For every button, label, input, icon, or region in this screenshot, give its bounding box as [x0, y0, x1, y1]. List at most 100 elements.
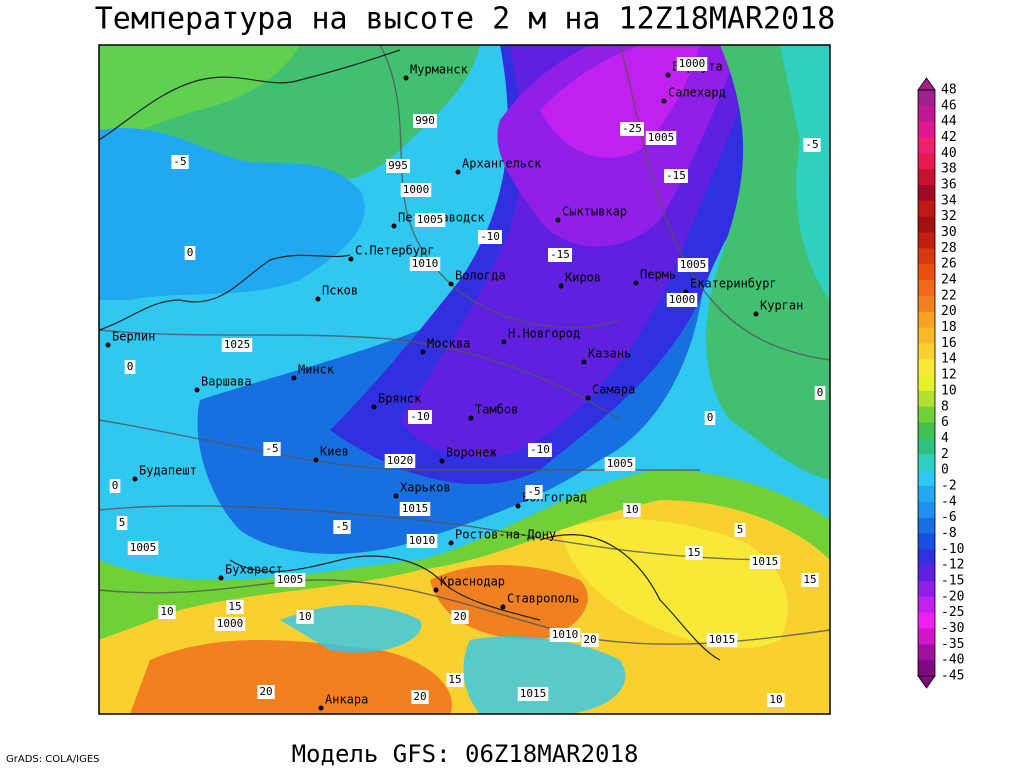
colorbar-swatch — [918, 327, 935, 344]
colorbar-label: -6 — [941, 510, 957, 525]
city-dot — [455, 169, 461, 175]
isobar-label-box — [409, 257, 441, 271]
colorbar-label: -4 — [941, 494, 957, 509]
colorbar-swatch — [918, 517, 935, 534]
city-dot — [433, 587, 439, 593]
city-dot — [318, 705, 324, 711]
city-name: Н.Новгород — [508, 327, 580, 341]
city-dot — [500, 604, 506, 610]
isobar-label: 1010 — [412, 257, 439, 270]
city-name: Курган — [760, 299, 803, 313]
colorbar-swatch — [918, 533, 935, 550]
isotherm-label-box — [734, 523, 746, 537]
isobar-label: 1015 — [520, 687, 547, 700]
city-dot — [439, 458, 445, 464]
city-name: Казань — [588, 347, 631, 361]
isotherm-label-box — [184, 246, 196, 260]
colorbar-label: 34 — [941, 193, 957, 208]
colorbar-label: -40 — [941, 653, 964, 668]
city-dot — [515, 503, 521, 509]
city-dot — [420, 349, 426, 355]
city-name: Тамбов — [475, 403, 518, 417]
isotherm-label: 10 — [160, 605, 173, 618]
colorbar-label: 40 — [941, 146, 957, 161]
isotherm-label: 20 — [583, 633, 596, 646]
isotherm-label-box — [109, 479, 121, 493]
isotherm-label: 0 — [187, 246, 194, 259]
isotherm-label-box — [801, 573, 819, 587]
city-name: Самара — [592, 383, 635, 397]
isotherm-label: -10 — [530, 443, 550, 456]
colorbar-swatch — [918, 121, 935, 139]
city-name: Архангельск — [462, 157, 542, 171]
colorbar-label: 4 — [941, 431, 949, 446]
city-dot — [348, 256, 354, 262]
colorbar-swatch — [918, 660, 935, 677]
city-dot — [581, 359, 587, 365]
city-dot — [558, 283, 564, 289]
city-name: Варшава — [201, 375, 252, 389]
isotherm-label: 15 — [448, 673, 461, 686]
isobar-label-box — [214, 617, 246, 631]
colorbar-swatch — [918, 565, 935, 582]
colorbar-label: 14 — [941, 352, 957, 367]
colorbar-label: -35 — [941, 637, 964, 652]
colorbar-swatch — [918, 185, 935, 202]
city-name: Ставрополь — [507, 592, 579, 606]
isotherm-label-box — [664, 169, 688, 183]
isobar-label-box — [549, 628, 581, 642]
isotherm-label-box — [803, 138, 821, 152]
colorbar-swatch — [918, 90, 935, 107]
city-name: Анкара — [325, 693, 368, 707]
model-label: Модель GFS: 06Z18MAR2018 — [292, 740, 639, 768]
colorbar-label: -30 — [941, 621, 964, 636]
isobar-label: 1000 — [217, 617, 244, 630]
isobar-label: 1000 — [403, 183, 430, 196]
isotherm-label: 0 — [817, 386, 824, 399]
colorbar-label: 24 — [941, 273, 957, 288]
city-name: Берлин — [112, 330, 155, 344]
colorbar-swatch — [918, 137, 935, 154]
isotherm-label: 0 — [707, 411, 714, 424]
isotherm-label-box — [525, 485, 543, 499]
isotherm-label-box — [581, 633, 599, 647]
isotherm-label: 20 — [453, 610, 466, 623]
isotherm-label-box — [296, 610, 314, 624]
isotherm-label: -25 — [622, 122, 642, 135]
colorbar-label: 20 — [941, 304, 957, 319]
isotherm-label-box — [408, 410, 432, 424]
colorbar-label: 30 — [941, 225, 957, 240]
isotherm-label-box — [623, 503, 641, 517]
isotherm-label: 15 — [228, 600, 241, 613]
isobar-label: 1015 — [402, 502, 429, 515]
isobar-label: 1020 — [387, 454, 414, 467]
colorbar-label: 42 — [941, 130, 957, 145]
isotherm-label: 10 — [625, 503, 638, 516]
isotherm-label-box — [411, 690, 429, 704]
colorbar-label: 8 — [941, 399, 949, 414]
isotherm-label: 5 — [737, 523, 744, 536]
colorbar-swatch — [918, 454, 935, 471]
colorbar-label: 10 — [941, 383, 957, 398]
map-field — [99, 45, 830, 714]
colorbar-swatch — [918, 644, 935, 661]
city-dot — [194, 387, 200, 393]
colorbar-label: 12 — [941, 368, 957, 383]
isotherm-label-box — [226, 600, 244, 614]
colorbar-top-arrow — [917, 77, 936, 91]
isobar-label: 1000 — [669, 293, 696, 306]
isotherm-label: -15 — [550, 248, 570, 261]
city-dot — [393, 493, 399, 499]
colorbar-bottom-arrow — [917, 675, 936, 689]
isobar-label: 1025 — [224, 338, 251, 351]
isotherm-label-box — [257, 685, 275, 699]
colorbar-label: -15 — [941, 573, 964, 588]
isobar-label-box — [677, 258, 709, 272]
isotherm-label: 15 — [803, 573, 816, 586]
colorbar-label: 26 — [941, 257, 957, 272]
colorbar-label: 44 — [941, 114, 957, 129]
colorbar-label: 2 — [941, 447, 949, 462]
city-name: Воронеж — [446, 446, 497, 460]
isobar-label: 1005 — [417, 213, 444, 226]
colorbar-label: 38 — [941, 162, 957, 177]
